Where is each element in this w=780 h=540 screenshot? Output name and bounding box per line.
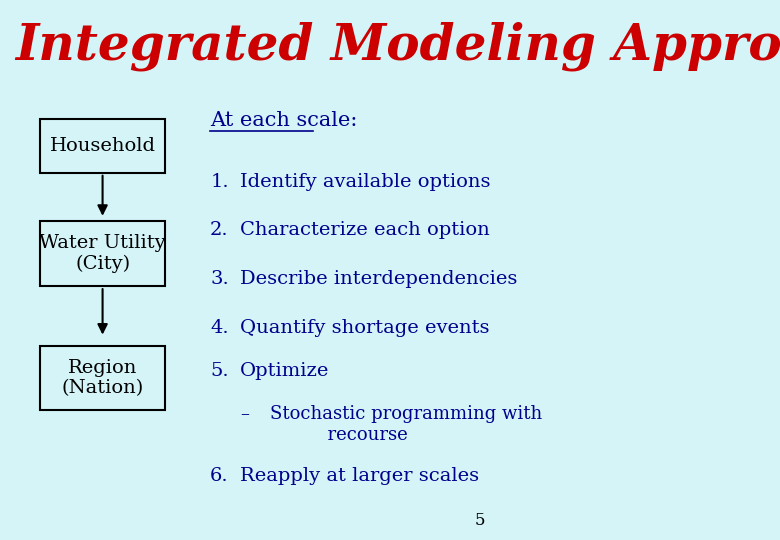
Text: 5.: 5. bbox=[210, 362, 229, 380]
Text: 6.: 6. bbox=[210, 467, 229, 485]
Text: Quantify shortage events: Quantify shortage events bbox=[240, 319, 490, 336]
FancyBboxPatch shape bbox=[40, 221, 165, 286]
Text: 2.: 2. bbox=[210, 221, 229, 239]
Text: 1.: 1. bbox=[210, 173, 229, 191]
Text: Region
(Nation): Region (Nation) bbox=[62, 359, 144, 397]
FancyBboxPatch shape bbox=[40, 119, 165, 173]
Text: Water Utility
(City): Water Utility (City) bbox=[39, 234, 166, 273]
Text: Characterize each option: Characterize each option bbox=[240, 221, 490, 239]
Text: –: – bbox=[240, 405, 249, 423]
Text: Identify available options: Identify available options bbox=[240, 173, 491, 191]
Text: Integrated Modeling Approach: Integrated Modeling Approach bbox=[15, 22, 780, 71]
Text: Household: Household bbox=[50, 137, 155, 155]
Text: Stochastic programming with
          recourse: Stochastic programming with recourse bbox=[270, 405, 542, 444]
Text: At each scale:: At each scale: bbox=[210, 111, 357, 130]
Text: Optimize: Optimize bbox=[240, 362, 330, 380]
Text: Reapply at larger scales: Reapply at larger scales bbox=[240, 467, 479, 485]
Text: 5: 5 bbox=[475, 512, 485, 529]
Text: Describe interdependencies: Describe interdependencies bbox=[240, 270, 518, 288]
Text: 3.: 3. bbox=[210, 270, 229, 288]
Text: 4.: 4. bbox=[210, 319, 229, 336]
FancyBboxPatch shape bbox=[40, 346, 165, 410]
